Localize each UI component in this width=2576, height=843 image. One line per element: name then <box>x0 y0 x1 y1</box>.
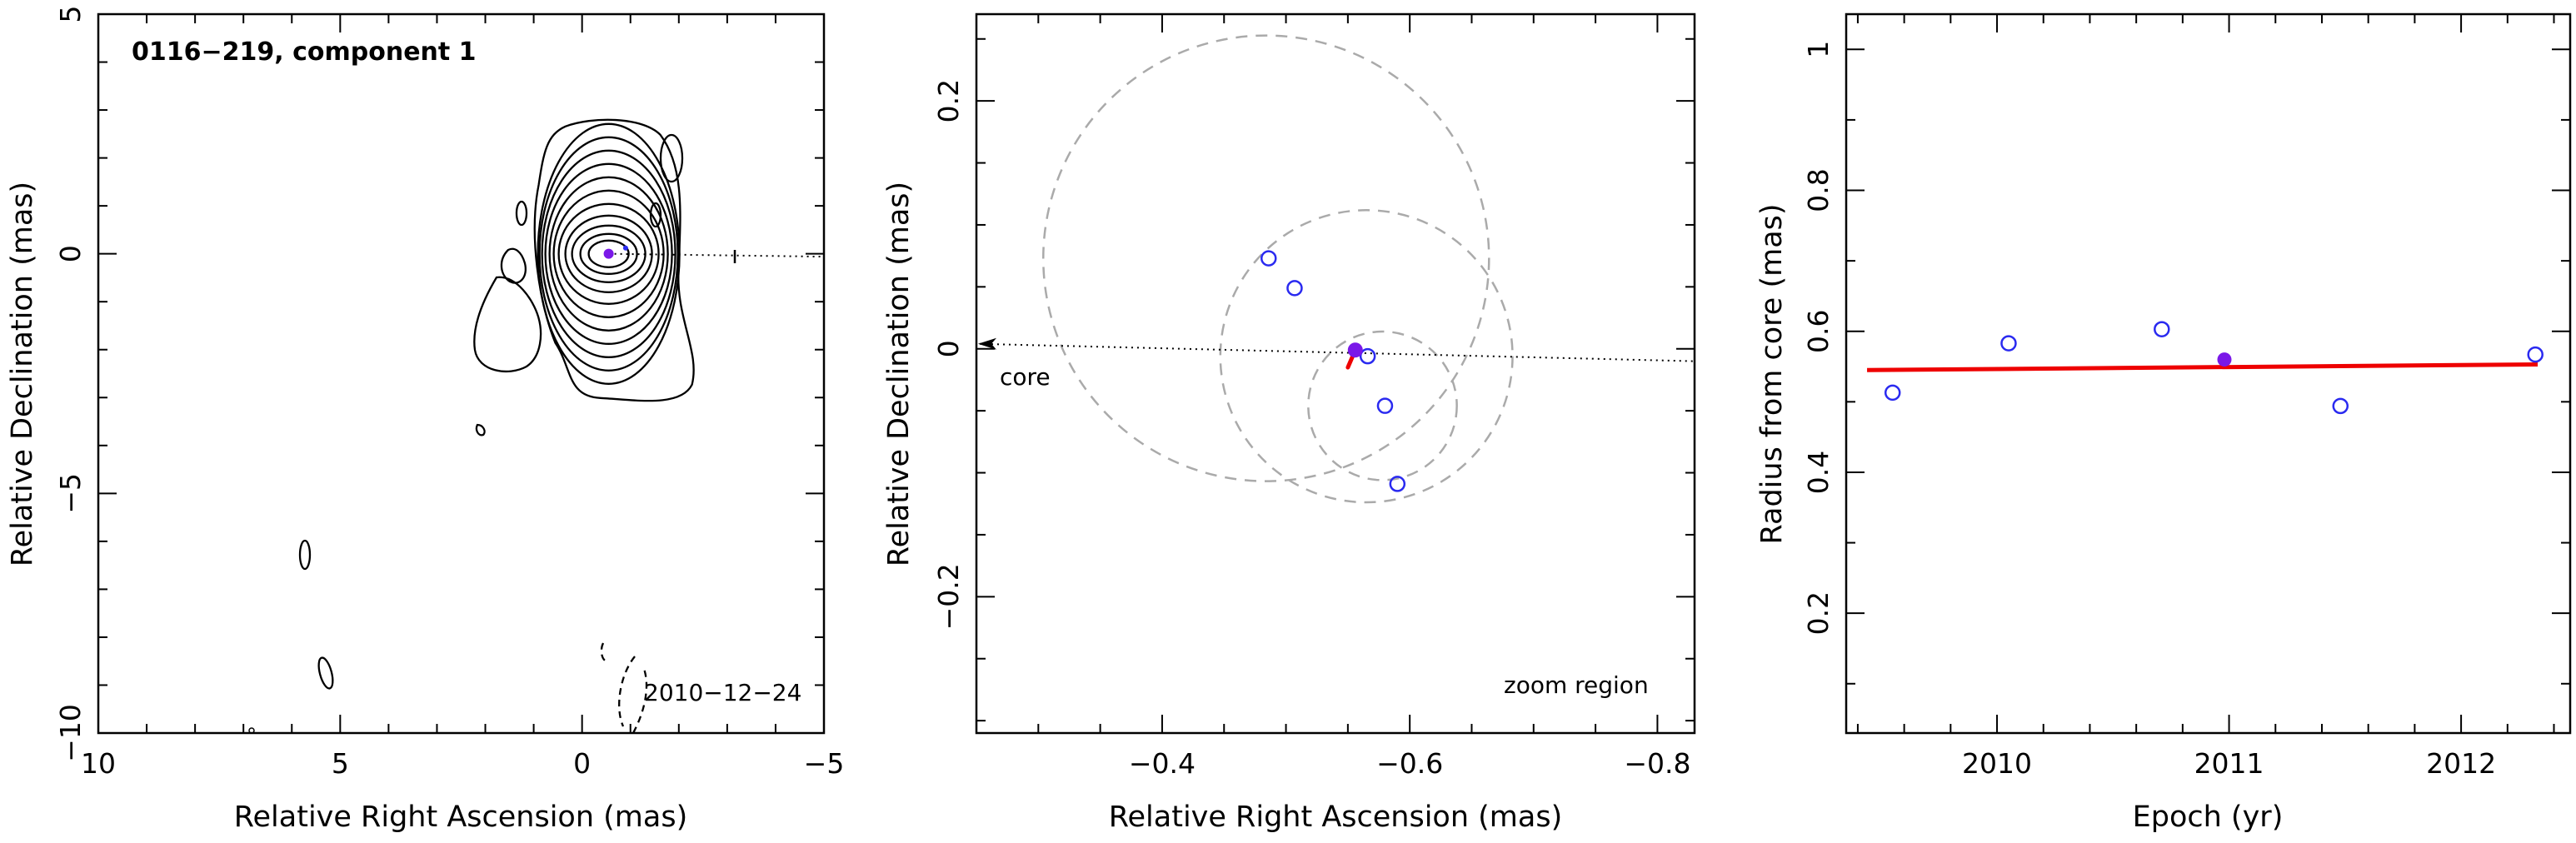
contour-map-y-tick-label: −10 <box>54 704 87 762</box>
contour-line <box>564 214 653 293</box>
radius-epoch-content <box>1867 321 2544 415</box>
contour-map-y-axis-label: Relative Declination (mas) <box>6 182 39 566</box>
contour-map-x-tick-label: 0 <box>573 747 591 780</box>
negative-contour <box>618 656 648 734</box>
error-circle <box>1219 209 1514 504</box>
contour-line <box>533 118 695 402</box>
current-epoch-point <box>1347 342 1363 358</box>
epoch-point <box>622 245 628 251</box>
error-circle <box>1307 330 1458 481</box>
radius-epoch-y-tick-label: 0.8 <box>1802 168 1835 212</box>
panel-radius-epoch: 2010 2011 2012 0.2 0.4 0.6 0.8 1 Epoch (yr) Rad… <box>1755 12 2572 834</box>
contour-line <box>552 189 665 318</box>
contour-map-x-tick-label: 10 <box>81 747 116 780</box>
zoom-region-label: zoom region <box>1504 671 1649 699</box>
epoch-point <box>1376 397 1394 414</box>
contour-line <box>298 539 312 571</box>
contour-map-title: 0116−219, component 1 <box>132 37 477 67</box>
radius-epoch-y-tick-label: 0.6 <box>1802 309 1835 352</box>
contour-map-x-tick-label: −5 <box>804 747 845 780</box>
contour-line <box>587 239 630 268</box>
current-epoch-point <box>2217 352 2232 367</box>
error-circle <box>1042 34 1490 482</box>
contour-line <box>538 136 679 372</box>
contour-line <box>649 202 662 228</box>
zoom-region-content <box>978 34 1695 504</box>
component-marker <box>603 248 614 259</box>
radius-epoch-y-tick-label: 0.2 <box>1802 591 1835 635</box>
core-label: core <box>1000 363 1051 391</box>
contour-line <box>544 162 673 345</box>
radius-epoch-x-tick-label: 2012 <box>2426 747 2496 780</box>
contour-map-y-tick-label: −5 <box>54 473 87 514</box>
epoch-point <box>1389 476 1406 492</box>
zoom-region-ticks: −0.4 −0.6 −0.8 −0.2 0 0.2 <box>932 14 1695 780</box>
epoch-point <box>1260 250 1277 267</box>
contour-line <box>515 200 528 227</box>
contour-line <box>475 423 486 436</box>
epoch-point <box>2527 346 2544 363</box>
negative-contour <box>600 642 607 663</box>
radius-epoch-x-axis-label: Epoch (yr) <box>2133 801 2284 834</box>
zoom-region-y-tick-label: −0.2 <box>932 563 965 630</box>
zoom-region-x-tick-label: −0.6 <box>1376 747 1443 780</box>
radius-epoch-x-tick-label: 2011 <box>2194 747 2264 780</box>
panel-contour-map: 10 5 0 −5 −10 −5 0 5 0116−219, component 1 2010… <box>6 6 844 835</box>
contour-line <box>500 247 527 284</box>
radius-epoch-y-axis-label: Radius from core (mas) <box>1755 203 1789 544</box>
radius-epoch-ticks: 2010 2011 2012 0.2 0.4 0.6 0.8 1 <box>1802 14 2570 780</box>
epoch-point <box>1286 280 1303 297</box>
zoom-region-x-tick-label: −0.8 <box>1624 747 1690 780</box>
panel-zoom-region: −0.4 −0.6 −0.8 −0.2 0 0.2 core zoom region Re… <box>882 12 1696 834</box>
zoom-region-y-tick-label: 0 <box>932 340 965 357</box>
contour-line <box>541 149 676 358</box>
contour-map-x-axis-label: Relative Right Ascension (mas) <box>234 801 687 834</box>
radius-epoch-y-tick-label: 1 <box>1802 41 1835 58</box>
epoch-date-label: 2010−12−24 <box>644 679 801 706</box>
core-arrow <box>978 337 996 350</box>
epoch-point <box>1884 384 1901 402</box>
contour-line <box>557 202 660 305</box>
contour-map-content <box>248 118 825 734</box>
zoom-region-x-tick-label: −0.4 <box>1129 747 1196 780</box>
epoch-point <box>2154 321 2170 337</box>
contour-map-frame <box>97 12 826 735</box>
contour-line <box>317 656 334 690</box>
contour-line <box>659 133 684 183</box>
contour-map-y-tick-label: 0 <box>54 245 87 262</box>
zoom-region-x-axis-label: Relative Right Ascension (mas) <box>1109 801 1562 834</box>
zoom-region-y-tick-label: 0.2 <box>932 79 965 122</box>
fit-line <box>1867 362 2539 372</box>
zoom-region-frame <box>975 12 1696 735</box>
radius-epoch-frame <box>1845 12 2572 735</box>
epoch-point <box>1359 347 1376 365</box>
core-direction-line <box>979 342 1695 362</box>
core-direction-line <box>608 252 825 258</box>
zoom-region-y-axis-label: Relative Declination (mas) <box>882 182 916 566</box>
contour-line <box>579 232 638 275</box>
radius-epoch-y-tick-label: 0.4 <box>1802 451 1835 494</box>
contour-map-ticks: 10 5 0 −5 −10 −5 0 5 <box>54 6 844 781</box>
contour-line <box>473 276 542 373</box>
epoch-point <box>2000 335 2017 352</box>
contour-map-x-tick-label: 5 <box>332 747 349 780</box>
radius-epoch-x-tick-label: 2010 <box>1962 747 2032 780</box>
epoch-point <box>2332 397 2349 415</box>
contour-map-y-tick-label: 5 <box>54 6 87 23</box>
